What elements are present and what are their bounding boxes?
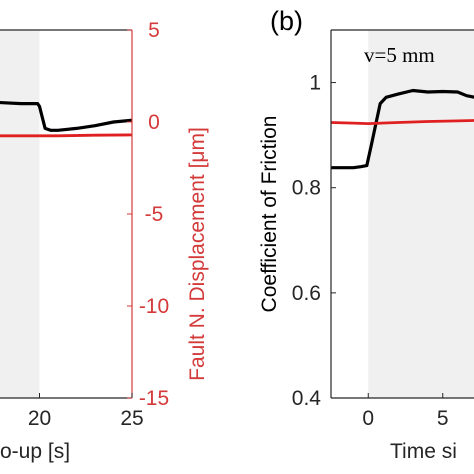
left-y-tick-label: -5 [145, 203, 164, 226]
left-x-axis-label: o-up [s] [0, 440, 70, 463]
right-series-lines [330, 88, 474, 170]
left-series-line-2 [0, 133, 133, 138]
left-y-tick-label: -15 [139, 387, 169, 410]
right-x-tick-label: 0 [362, 407, 374, 430]
left-y-tick-label: -10 [139, 295, 169, 318]
right-shaded-region [368, 30, 474, 398]
right-y-tick-label: 0.4 [292, 387, 322, 410]
right-y-tick-label: 0.8 [292, 177, 321, 200]
left-x-ticks: 20 25 [28, 393, 144, 430]
right-y-ticks: 1 0.8 0.6 0.4 [292, 72, 336, 410]
left-series-line-1 [0, 100, 133, 132]
right-y-axis-label: Coefficient of Friction [258, 116, 281, 313]
left-panel: 20 25 50-5-10-15 Fault N. Displacement [μ… [0, 19, 209, 463]
left-right-y-axis-label: Fault N. Displacement [μm] [186, 127, 209, 381]
right-x-axis-label: Time si [390, 440, 457, 463]
right-y-tick-label: 1 [309, 72, 321, 95]
left-y-tick-label: 0 [148, 111, 160, 134]
left-shaded-region [0, 30, 40, 398]
left-y-tick-label: 5 [148, 19, 160, 42]
velocity-annotation: v=5 mm [364, 43, 435, 67]
panel-label: (b) [270, 6, 303, 36]
left-series-lines [0, 100, 133, 138]
left-x-tick-label: 25 [120, 407, 143, 430]
left-x-tick-label: 20 [28, 407, 51, 430]
left-right-y-ticks: 5 0 -5 -10 -15 [127, 19, 169, 410]
right-y-tick-label: 0.6 [292, 282, 321, 305]
right-x-tick-label: 5 [437, 407, 449, 430]
right-series-line-2 [330, 119, 474, 125]
right-series-line-1 [331, 88, 474, 170]
